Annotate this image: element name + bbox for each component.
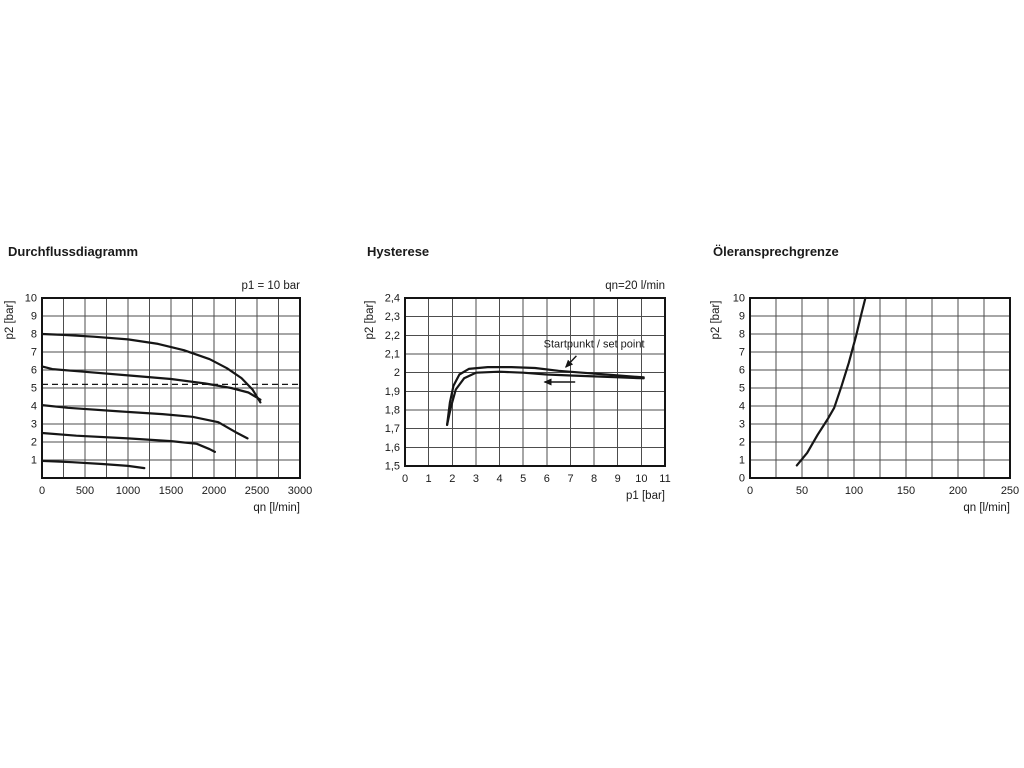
x-tick-label: 10 — [635, 473, 647, 485]
chart-title: Hysterese — [367, 244, 430, 259]
x-tick-label: 0 — [402, 473, 408, 485]
y-tick-label: 1,7 — [385, 423, 400, 435]
y-tick-label: 1,9 — [385, 386, 400, 398]
x-tick-label: 0 — [747, 485, 753, 497]
x-tick-label: 500 — [76, 485, 94, 497]
x-tick-label: 0 — [39, 485, 45, 497]
x-tick-label: 1500 — [159, 485, 183, 497]
y-tick-label: 10 — [25, 293, 37, 305]
x-tick-label: 50 — [796, 485, 808, 497]
x-axis-label: qn [l/min] — [253, 502, 300, 514]
condition-annotation: qn=20 l/min — [605, 280, 665, 292]
x-axis-label: qn [l/min] — [963, 502, 1010, 514]
y-tick-label: 2 — [31, 437, 37, 449]
x-tick-label: 2 — [449, 473, 455, 485]
chart-title: Durchflussdiagramm — [8, 244, 139, 259]
curve-p2-6bar — [40, 365, 262, 401]
y-tick-label: 10 — [733, 293, 745, 305]
flow-diagram-chart: Durchflussdiagramm 0 500 1000 1500 2000 2500 3… — [0, 244, 340, 534]
x-tick-label: 3 — [473, 473, 479, 485]
x-tick-label: 200 — [949, 485, 967, 497]
y-tick-label: 3 — [739, 419, 745, 431]
y-tick-label: 0 — [739, 473, 745, 485]
chart-title: Öleransprechgrenze — [713, 244, 839, 259]
y-axis-label: p2 [bar] — [710, 301, 722, 340]
y-tick-label: 1,5 — [385, 461, 400, 473]
x-tick-label: 6 — [544, 473, 550, 485]
x-tick-label: 5 — [520, 473, 526, 485]
x-tick-label: 11 — [659, 473, 670, 485]
x-tick-label: 150 — [897, 485, 915, 497]
condition-annotation: p1 = 10 bar — [241, 280, 300, 292]
hysteresis-plot: 0 1 2 3 4 5 6 7 8 9 10 11 1,5 1,6 1,7 1,8 1,9 2 2,1 2,2 2,3 2… — [364, 280, 671, 502]
y-tick-label: 9 — [739, 311, 745, 323]
y-tick-label: 2 — [739, 437, 745, 449]
y-tick-label: 5 — [31, 383, 37, 395]
oil-response-chart: Öleransprechgrenze 0 50 100 150 200 250 0 1 2 3 4 5… — [706, 244, 1024, 534]
y-tick-label: 1 — [31, 455, 37, 467]
y-tick-label: 7 — [31, 347, 37, 359]
y-tick-label: 2,2 — [385, 330, 400, 342]
plot-border — [41, 297, 301, 479]
set-point-label: Startpunkt / set point — [544, 339, 645, 351]
x-tick-label: 3000 — [288, 485, 312, 497]
curve-p2-8bar — [40, 332, 262, 404]
x-tick-label: 9 — [615, 473, 621, 485]
y-tick-label: 8 — [31, 329, 37, 341]
y-axis-label: p2 [bar] — [364, 301, 376, 340]
flow-diagram-plot: 0 500 1000 1500 2000 2500 3000 1 2 3 4 5 6 7 8 9 10 p1 = … — [4, 280, 312, 514]
y-tick-label: 1 — [739, 455, 745, 467]
y-tick-label: 1,6 — [385, 442, 400, 454]
hysteresis-chart: Hysterese 0 1 2 3 4 5 6 7 8 9 10 11 1,5 1,6 1,7 1,8 1,9 2… — [360, 244, 700, 534]
y-tick-label: 2,3 — [385, 311, 400, 323]
y-tick-label: 2,1 — [385, 349, 400, 361]
hysteresis-lower-branch — [445, 370, 645, 426]
y-tick-label: 4 — [739, 401, 745, 413]
y-tick-label: 6 — [739, 365, 745, 377]
y-tick-label: 3 — [31, 419, 37, 431]
x-tick-label: 2000 — [202, 485, 226, 497]
y-tick-label: 6 — [31, 365, 37, 377]
y-tick-label: 1,8 — [385, 405, 400, 417]
y-tick-label: 7 — [739, 347, 745, 359]
pointer-arrow — [565, 355, 577, 368]
oil-response-curve — [795, 296, 867, 467]
x-tick-label: 1 — [426, 473, 432, 485]
x-tick-label: 8 — [591, 473, 597, 485]
x-axis-label: p1 [bar] — [626, 490, 665, 502]
plot-border — [404, 297, 666, 467]
y-tick-label: 2 — [394, 367, 400, 379]
x-tick-label: 2500 — [245, 485, 269, 497]
y-tick-label: 5 — [739, 383, 745, 395]
curve-p2-1bar — [40, 459, 146, 470]
x-tick-label: 1000 — [116, 485, 140, 497]
x-tick-label: 4 — [496, 473, 502, 485]
y-tick-label: 2,4 — [385, 293, 400, 305]
y-tick-label: 4 — [31, 401, 37, 413]
curve-p2-2_5bar — [40, 431, 216, 453]
y-tick-label: 8 — [739, 329, 745, 341]
y-axis-label: p2 [bar] — [4, 301, 16, 340]
oil-response-plot: 0 50 100 150 200 250 0 1 2 3 4 5 6 7 8 9 10 qn [l/min] p2 … — [710, 293, 1019, 515]
x-tick-label: 7 — [567, 473, 573, 485]
x-tick-label: 250 — [1001, 485, 1019, 497]
curve-p2-4bar — [40, 404, 249, 440]
x-tick-label: 100 — [845, 485, 863, 497]
hysteresis-upper-branch — [445, 365, 645, 426]
y-tick-label: 9 — [31, 311, 37, 323]
plot-border — [749, 297, 1011, 479]
